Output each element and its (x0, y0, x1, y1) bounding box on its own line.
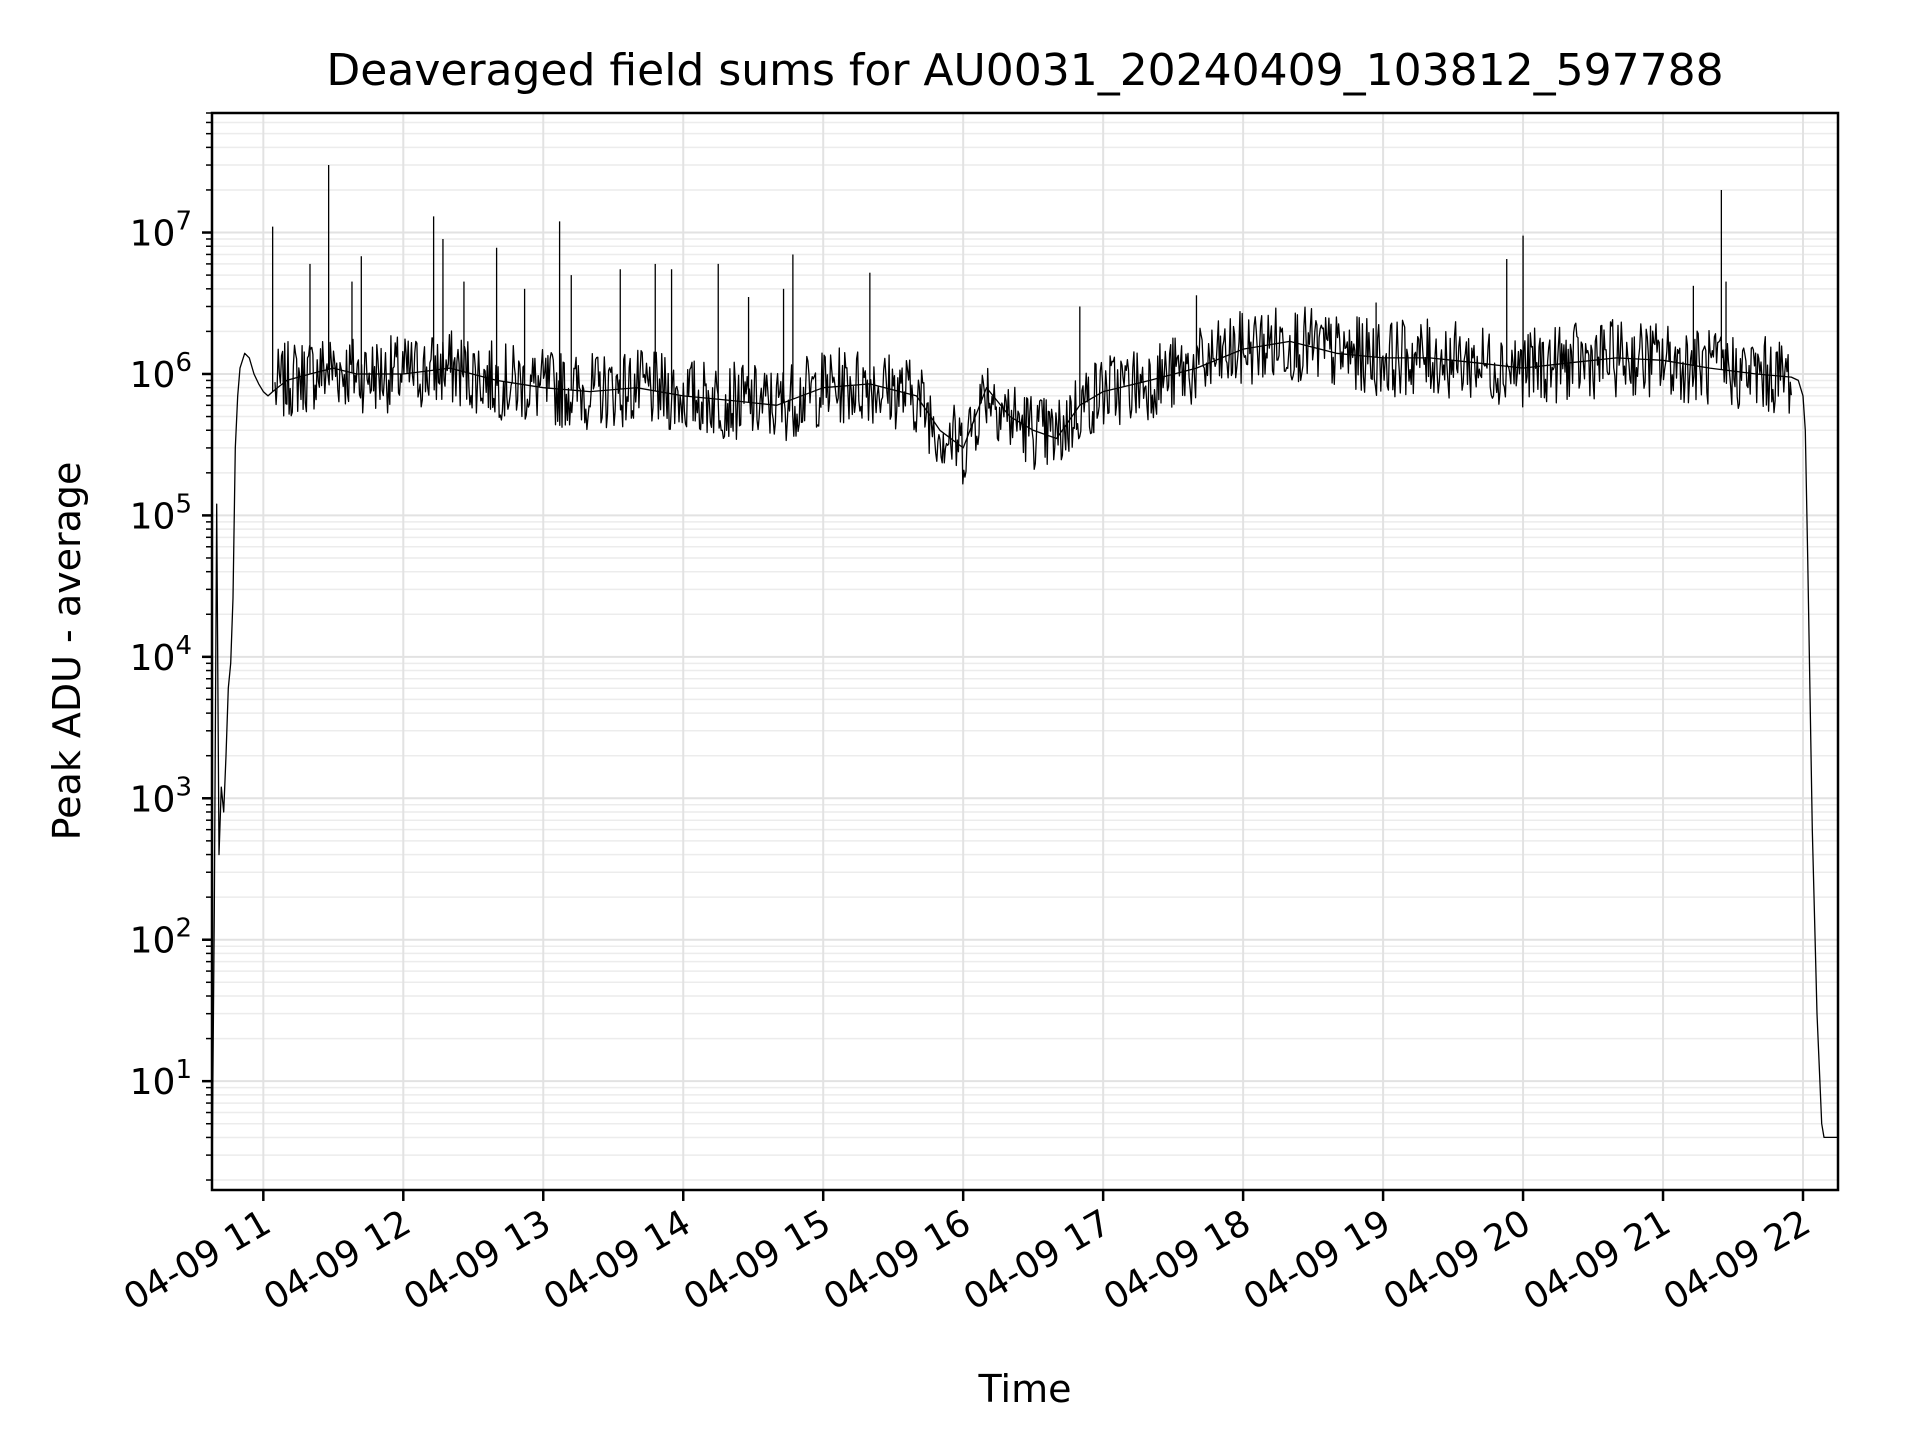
series-line (211, 340, 1838, 1187)
series-noise (274, 306, 1792, 485)
grid-layer (212, 112, 1838, 1190)
x-tick-label: 04-09 16 (817, 1202, 978, 1318)
chart-title: Deaveraged field sums for AU0031_2024040… (326, 45, 1723, 96)
x-tick-label: 04-09 21 (1517, 1202, 1678, 1318)
x-tick-label: 04-09 11 (117, 1202, 278, 1318)
y-tick-label: 105 (130, 489, 192, 537)
x-tick-label: 04-09 22 (1657, 1202, 1818, 1318)
y-tick-label: 107 (130, 207, 192, 255)
x-tick-label: 04-09 12 (257, 1202, 418, 1318)
x-axis-label: Time (978, 1367, 1072, 1411)
y-tick-label: 104 (130, 631, 192, 679)
plot-frame (210, 111, 1840, 1192)
x-tick-label: 04-09 13 (397, 1202, 558, 1318)
x-tick-label: 04-09 18 (1097, 1202, 1258, 1318)
y-tick-label: 101 (130, 1055, 192, 1103)
x-tick-label: 04-09 20 (1377, 1202, 1538, 1318)
y-tick-label: 103 (130, 772, 192, 820)
data-layer (211, 165, 1838, 1187)
x-tick-label: 04-09 19 (1237, 1202, 1398, 1318)
x-tick-label: 04-09 14 (537, 1202, 698, 1318)
y-tick-label: 106 (130, 348, 192, 396)
y-axis-label: Peak ADU - average (45, 462, 89, 841)
y-tick-label: 102 (130, 914, 192, 962)
x-tick-label: 04-09 17 (957, 1202, 1118, 1318)
x-tick-label: 04-09 15 (677, 1202, 838, 1318)
